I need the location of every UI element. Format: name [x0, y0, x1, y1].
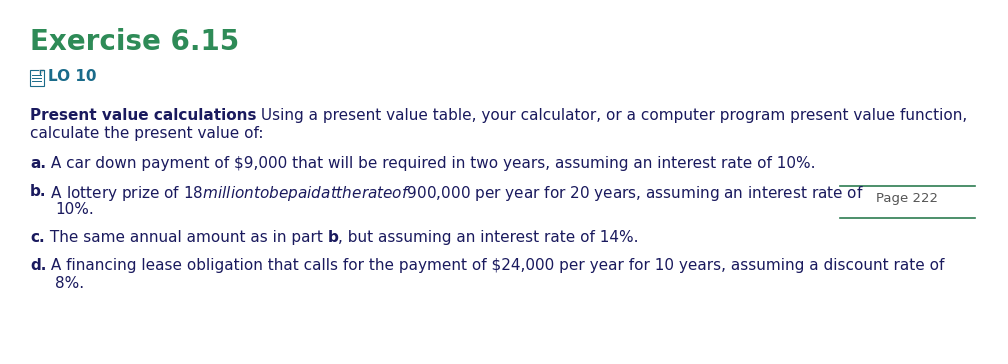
Text: c.: c.	[30, 230, 44, 245]
Text: LO 10: LO 10	[48, 69, 97, 84]
Text: Page 222: Page 222	[877, 192, 938, 205]
Text: Exercise 6.15: Exercise 6.15	[30, 28, 239, 56]
Text: a.: a.	[30, 156, 46, 171]
Text: b.: b.	[30, 184, 46, 199]
Polygon shape	[40, 70, 44, 74]
Text: The same annual amount as in part: The same annual amount as in part	[44, 230, 328, 245]
Text: A car down payment of $9,000 that will be required in two years, assuming an int: A car down payment of $9,000 that will b…	[46, 156, 815, 171]
Text: Present value calculations: Present value calculations	[30, 108, 256, 123]
Text: b: b	[328, 230, 339, 245]
Text: Using a present value table, your calculator, or a computer program present valu: Using a present value table, your calcul…	[256, 108, 968, 123]
Text: , but assuming an interest rate of 14%.: , but assuming an interest rate of 14%.	[339, 230, 639, 245]
Bar	[30, 70, 44, 86]
Text: A financing lease obligation that calls for the payment of $24,000 per year for : A financing lease obligation that calls …	[46, 258, 944, 273]
Text: A lottery prize of $18 million to be paid at the rate of $900,000 per year for 2: A lottery prize of $18 million to be pai…	[46, 184, 865, 203]
Text: calculate the present value of:: calculate the present value of:	[30, 126, 263, 141]
Text: d.: d.	[30, 258, 46, 273]
Text: 8%.: 8%.	[55, 276, 84, 291]
Text: 10%.: 10%.	[55, 202, 94, 217]
